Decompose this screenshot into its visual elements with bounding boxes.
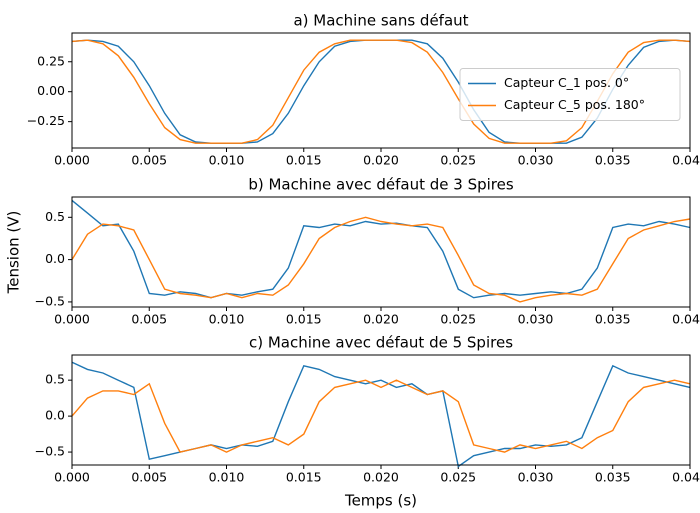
x-tick-label: 0.015 <box>286 470 322 485</box>
x-tick-label: 0.020 <box>363 153 399 168</box>
x-tick-label: 0.005 <box>131 153 167 168</box>
x-tick-label: 0.030 <box>518 153 554 168</box>
y-tick-label: 0.0 <box>45 408 65 423</box>
x-tick-label: 0.000 <box>54 312 90 327</box>
line <box>71 379 691 453</box>
x-tick-label: 0.005 <box>131 312 167 327</box>
x-tick-label: 0.025 <box>440 153 476 168</box>
x-tick-label: 0.030 <box>518 312 554 327</box>
chart-title: a) Machine sans défaut <box>293 12 468 30</box>
x-tick-label: 0.040 <box>672 470 700 485</box>
x-tick-label: 0.035 <box>595 153 631 168</box>
x-tick-label: 0.025 <box>440 312 476 327</box>
x-tick-label: 0.010 <box>209 153 245 168</box>
line <box>71 199 691 299</box>
x-tick-label: 0.025 <box>440 470 476 485</box>
y-axis-label: Tension (V) <box>5 211 23 295</box>
x-tick-label: 0.020 <box>363 470 399 485</box>
x-axis-label: Temps (s) <box>344 492 417 510</box>
legend-box <box>459 68 681 121</box>
y-tick-label: 0.5 <box>45 372 65 387</box>
x-tick-label: 0.010 <box>209 312 245 327</box>
legend-label: Capteur C_5 pos. 180° <box>504 97 645 112</box>
y-tick-label: −0.5 <box>35 444 65 459</box>
axes-frame <box>71 354 691 466</box>
x-tick-label: 0.035 <box>595 312 631 327</box>
x-tick-label: 0.030 <box>518 470 554 485</box>
y-tick-label: −0.25 <box>27 113 65 128</box>
x-tick-label: 0.040 <box>672 312 700 327</box>
x-tick-label: 0.035 <box>595 470 631 485</box>
line <box>71 361 691 468</box>
line <box>71 216 691 303</box>
x-tick-label: 0.010 <box>209 470 245 485</box>
x-tick-label: 0.015 <box>286 312 322 327</box>
x-tick-label: 0.015 <box>286 153 322 168</box>
x-tick-label: 0.040 <box>672 153 700 168</box>
axes-frame <box>71 196 691 308</box>
x-tick-label: 0.020 <box>363 312 399 327</box>
legend-label: Capteur C_1 pos. 0° <box>504 75 629 90</box>
y-tick-label: −0.5 <box>35 293 65 308</box>
y-tick-label: 0.25 <box>37 53 65 68</box>
y-tick-label: 0.00 <box>37 83 65 98</box>
chart-title: b) Machine avec défaut de 3 Spires <box>248 176 513 194</box>
x-tick-label: 0.005 <box>131 470 167 485</box>
y-tick-label: 0.0 <box>45 251 65 266</box>
axes-frame <box>71 32 691 149</box>
chart-title: c) Machine avec défaut de 5 Spires <box>249 334 513 352</box>
x-tick-label: 0.000 <box>54 153 90 168</box>
y-tick-label: 0.5 <box>45 209 65 224</box>
x-tick-label: 0.000 <box>54 470 90 485</box>
